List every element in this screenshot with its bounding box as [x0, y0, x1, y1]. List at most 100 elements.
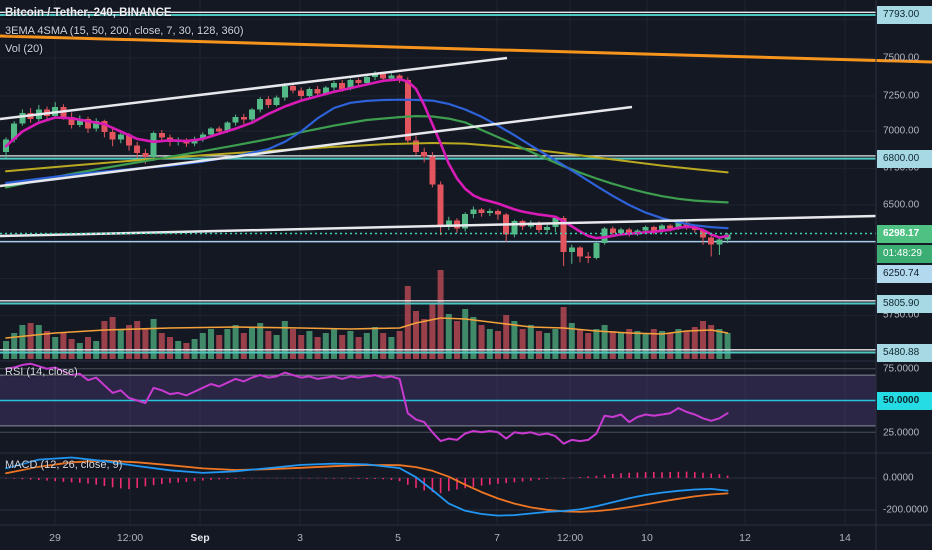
- candle-body: [577, 247, 583, 257]
- indicator-ma-legend[interactable]: 3EMA 4SMA (15, 50, 200, close, 7, 30, 12…: [5, 25, 244, 37]
- volume-bar: [85, 337, 91, 359]
- time-tick-label: 5: [395, 532, 401, 544]
- volume-bar: [101, 321, 108, 359]
- candle-body: [347, 80, 354, 89]
- candle-body: [257, 99, 264, 110]
- volume-bar: [224, 329, 231, 359]
- volume-bar: [331, 329, 337, 359]
- candle-body: [560, 218, 567, 253]
- candle-body: [380, 74, 387, 79]
- volume-bar: [109, 317, 116, 359]
- candle-body: [650, 227, 657, 232]
- price-axis[interactable]: 7750.007500.007250.007000.006750.006500.…: [877, 0, 932, 525]
- macd-pane-label[interactable]: MACD (12, 26, close, 9): [5, 459, 123, 471]
- volume-bar: [650, 329, 657, 359]
- candle-body: [232, 116, 239, 123]
- volume-bar: [511, 321, 518, 359]
- price-tick-label: 6750.00: [883, 162, 920, 174]
- candle-body: [142, 152, 149, 158]
- macd-signal-line: [5, 459, 729, 513]
- time-tick-label: Sep: [190, 532, 210, 544]
- time-tick-label: 12:00: [116, 532, 144, 544]
- price-tick-label: 75.0000: [883, 363, 920, 375]
- volume-bar: [495, 331, 501, 359]
- rsi-line: [5, 362, 729, 445]
- volume-bar: [470, 317, 477, 359]
- level-price-label: 7793.00: [877, 6, 932, 24]
- volume-bar: [11, 333, 18, 359]
- volume-bar: [560, 307, 567, 359]
- time-tick-label: 7: [494, 532, 500, 544]
- candle-body: [117, 134, 124, 140]
- volume-bar: [306, 331, 313, 359]
- volume-bar: [134, 321, 141, 359]
- symbol-title[interactable]: Bitcoin / Tether, 240, BINANCE: [5, 7, 172, 19]
- volume-bar: [396, 331, 403, 359]
- volume-bar: [445, 314, 452, 359]
- candle-body: [626, 229, 633, 235]
- volume-bar: [519, 329, 526, 359]
- trendline-support-line: [0, 214, 877, 238]
- volume-bar: [486, 329, 493, 359]
- volume-bar: [363, 333, 370, 359]
- price-tick-label: 0.0000: [883, 472, 914, 484]
- candle-body: [322, 87, 329, 94]
- volume-bar: [355, 337, 362, 359]
- candle-body: [265, 99, 272, 106]
- volume-bar: [503, 315, 510, 359]
- volume-bar: [290, 329, 296, 359]
- candle-body: [372, 74, 378, 78]
- time-tick-label: 3: [297, 532, 303, 544]
- volume-bar: [199, 333, 206, 359]
- volume-bar: [421, 319, 428, 359]
- volume-bar: [568, 323, 575, 359]
- volume-bar: [609, 331, 616, 359]
- candle-body: [716, 239, 723, 245]
- volume-bar: [642, 333, 649, 359]
- candle-body: [511, 221, 518, 235]
- volume-bar: [404, 286, 411, 359]
- candle-body: [306, 88, 313, 97]
- candle-body: [495, 210, 501, 215]
- candle-body: [404, 80, 411, 141]
- candle-body: [249, 109, 255, 120]
- candle-body: [429, 156, 436, 185]
- candle-body: [470, 209, 477, 214]
- volume-bar: [232, 325, 239, 359]
- volume-bar: [44, 331, 50, 359]
- volume-bar: [117, 329, 124, 359]
- volume-bar: [52, 337, 59, 359]
- volume-bar: [708, 325, 715, 359]
- volume-bar: [634, 331, 641, 359]
- candle-body: [363, 77, 370, 83]
- indicator-volume-legend[interactable]: Vol (20): [5, 43, 43, 55]
- volume-bar: [593, 329, 600, 359]
- candle-body: [314, 88, 321, 94]
- ma-sma360-line: [5, 142, 729, 174]
- volume-bar: [142, 329, 149, 359]
- volume-bar: [257, 323, 264, 359]
- candle-body: [642, 227, 649, 231]
- price-tick-label: 7000.00: [883, 125, 920, 137]
- volume-bar: [216, 335, 223, 359]
- trendline-channel-bottom: [0, 105, 633, 188]
- candle-body: [544, 227, 551, 230]
- candle-body: [216, 128, 223, 132]
- volume-bar: [380, 333, 387, 359]
- candle-body: [675, 222, 682, 229]
- volume-bar: [208, 329, 214, 359]
- candle-body: [568, 247, 575, 253]
- candle-body: [19, 113, 26, 124]
- volume-bar: [683, 331, 690, 359]
- volume-bar: [27, 323, 34, 359]
- volume-bar: [314, 337, 321, 359]
- volume-bar: [388, 337, 395, 359]
- time-axis[interactable]: 29 12:00 Sep 3 5 7 12:00 10 12 14: [0, 526, 932, 550]
- candle-body: [708, 237, 715, 245]
- level-price-label: 6800.00: [877, 149, 932, 168]
- price-tick-label: 25.0000: [883, 427, 920, 438]
- volume-bar: [577, 329, 583, 359]
- rsi-pane-label[interactable]: RSI (14, close): [5, 366, 78, 378]
- volume-bar: [585, 333, 592, 359]
